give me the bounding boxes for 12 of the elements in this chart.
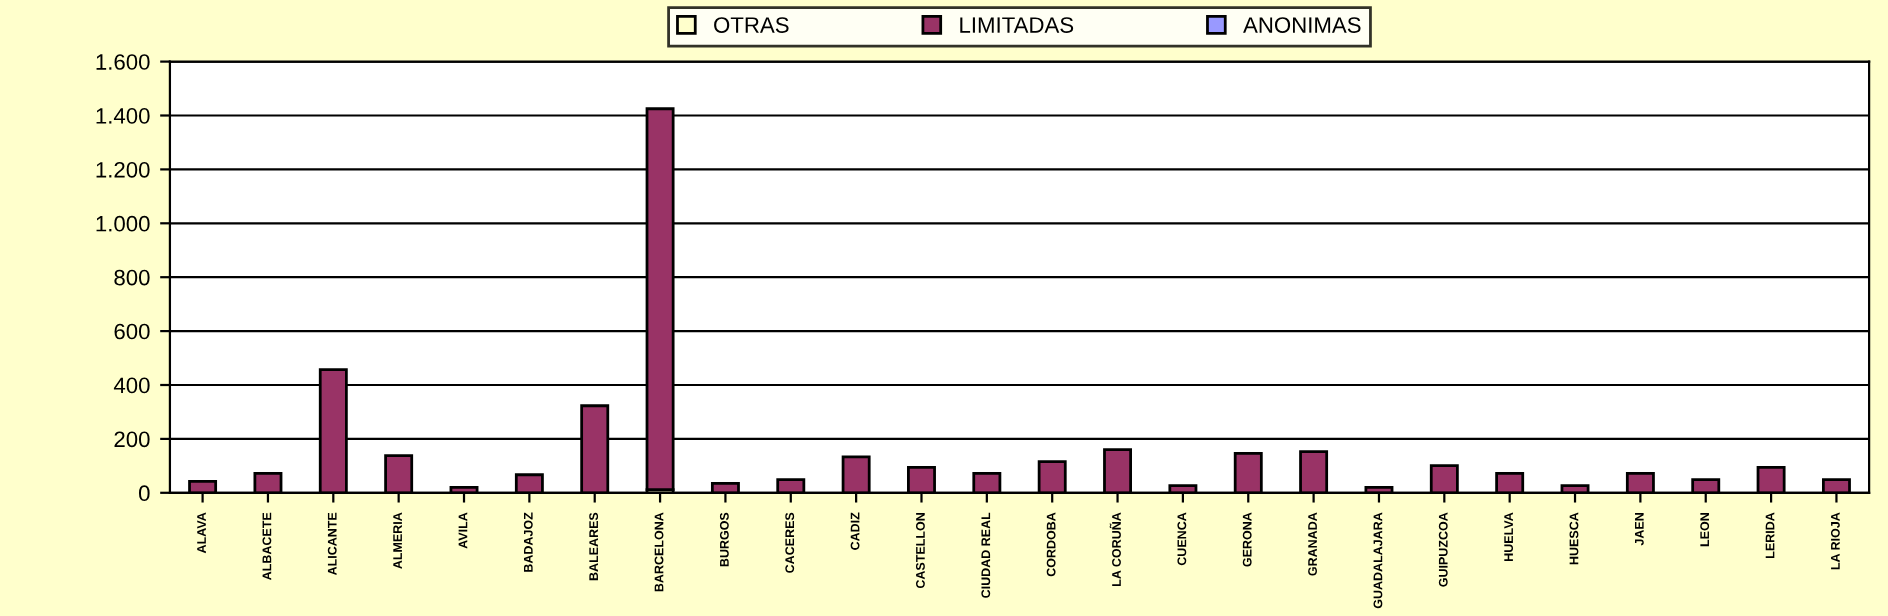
y-tick-label: 1.600: [96, 54, 150, 70]
y-tick-label: 600: [114, 323, 150, 340]
y-tick-label: 800: [114, 269, 150, 286]
y-tick-label: 400: [113, 377, 150, 394]
legend-label: ANONIMAS: [1243, 17, 1361, 33]
y-tick-label: 1.000: [96, 215, 150, 232]
y-tick-label: 200: [114, 431, 150, 448]
legend-label: LIMITADAS: [960, 17, 1074, 33]
y-tick-label: 1.400: [96, 108, 150, 124]
legend-label: OTRAS: [714, 17, 789, 33]
y-tick-label: 0: [138, 485, 150, 502]
y-tick-label: 1.200: [96, 161, 150, 178]
